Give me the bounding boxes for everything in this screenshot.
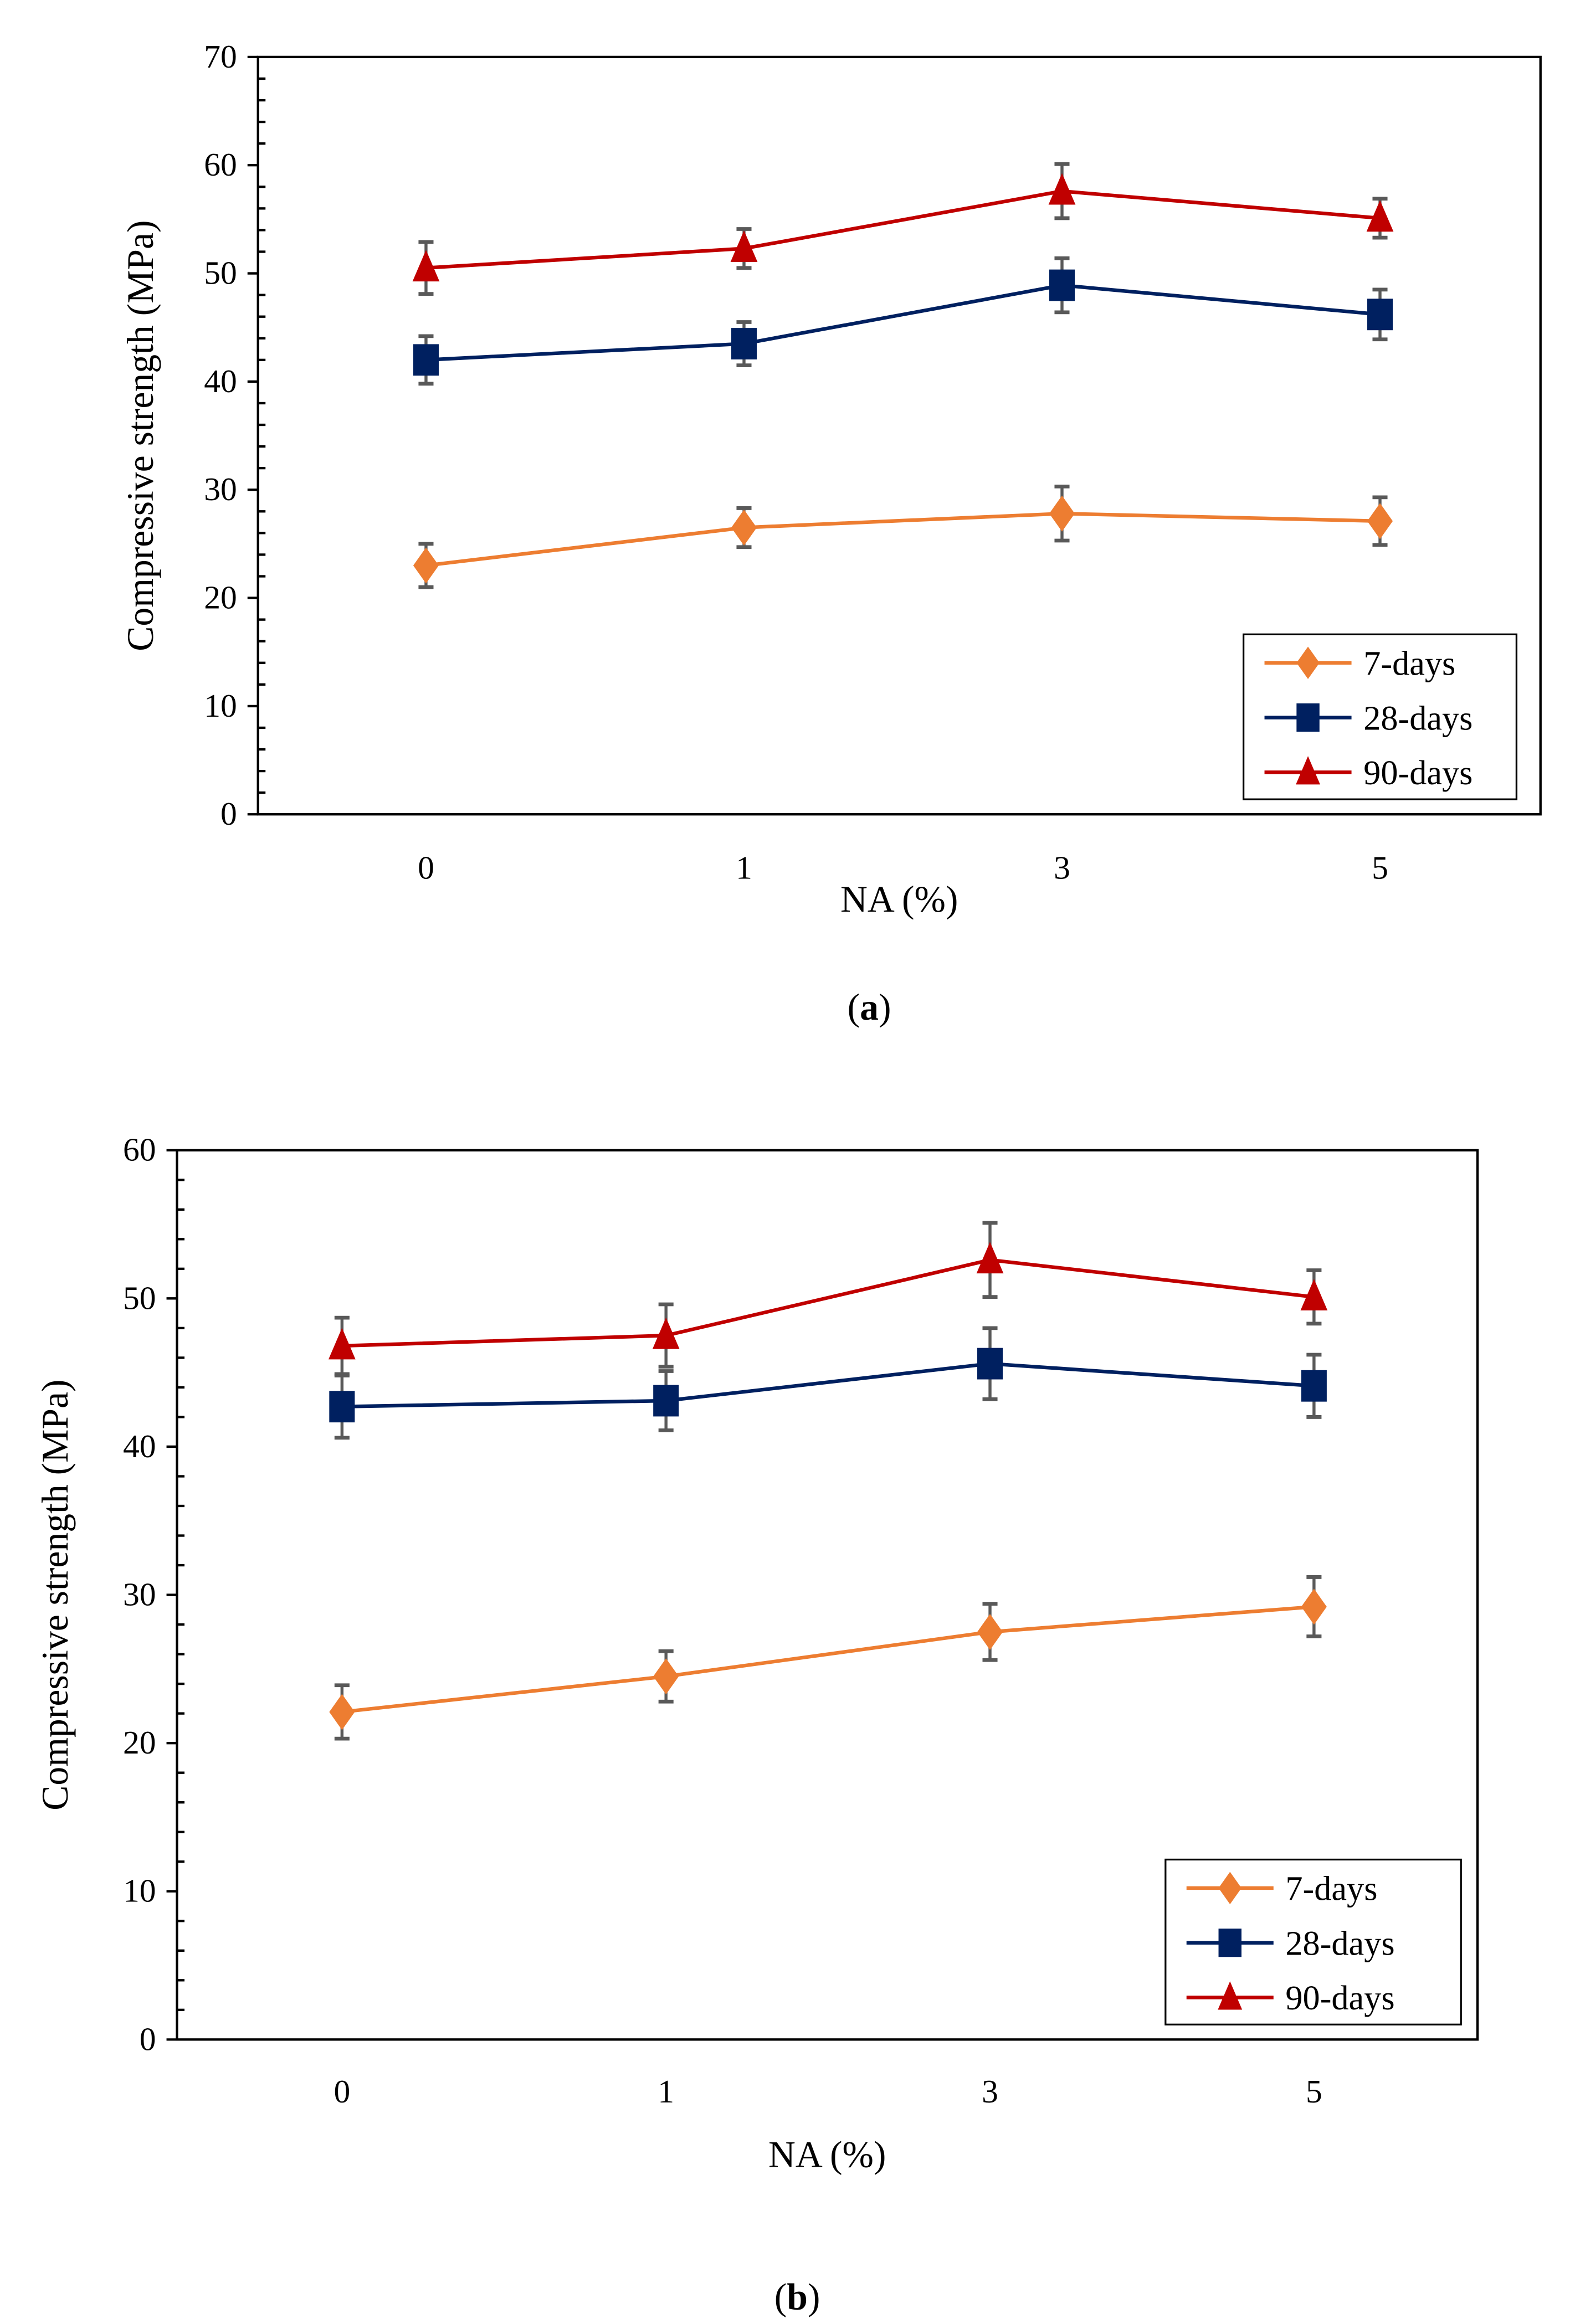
y-tick-label: 10 <box>123 1873 156 1909</box>
y-tick-label: 20 <box>123 1724 156 1761</box>
data-point-diamond <box>653 1658 679 1695</box>
data-point-triangle <box>1048 173 1076 205</box>
y-tick-label: 70 <box>204 38 237 75</box>
legend: 7-days 28-days 90-days <box>1242 633 1518 800</box>
data-point-diamond <box>329 1694 355 1730</box>
legend-label: 28-days <box>1363 700 1473 737</box>
y-tick-label: 40 <box>204 363 237 399</box>
x-tick-label: 3 <box>982 2073 998 2110</box>
series-line <box>425 189 1381 270</box>
legend-label: 28-days <box>1285 1925 1394 1962</box>
y-tick-label: 0 <box>220 795 237 832</box>
x-axis-label: NA (%) <box>768 2134 886 2176</box>
y-tick-label: 60 <box>123 1132 156 1168</box>
x-tick-label: 1 <box>658 2073 674 2110</box>
legend-label: 90-days <box>1285 1979 1394 2017</box>
series-line <box>341 1605 1315 1714</box>
y-tick-label: 10 <box>204 687 237 724</box>
y-tick-label: 40 <box>123 1428 156 1464</box>
data-point-diamond <box>731 510 757 546</box>
series-line <box>342 1258 1315 1348</box>
series-7-days <box>413 484 1393 589</box>
chart-panel-a: 0 10 20 30 40 50 60 70 0 1 3 5 NA (%) Compressive str… <box>120 38 1542 1028</box>
legend-marker-square <box>1296 703 1320 732</box>
x-tick-label: 0 <box>334 2073 350 2110</box>
data-point-triangle <box>1300 1279 1328 1311</box>
data-point-square <box>1049 269 1075 301</box>
plot-area-frame <box>256 55 1542 816</box>
x-tick-label: 0 <box>418 850 434 886</box>
legend-marker-triangle <box>1296 756 1320 785</box>
y-tick-label: 50 <box>123 1279 156 1316</box>
data-point-triangle <box>412 250 440 282</box>
legend-marker-diamond <box>1218 1871 1241 1905</box>
y-tick-label: 0 <box>140 2020 156 2057</box>
x-tick-label: 5 <box>1372 850 1388 886</box>
legend-marker-square <box>1218 1929 1241 1957</box>
x-tick-label: 3 <box>1054 850 1070 886</box>
data-point-square <box>1367 299 1393 331</box>
y-axis-label: Compressive strength (MPa) <box>120 220 161 651</box>
legend-marker-diamond <box>1296 646 1320 680</box>
data-point-diamond <box>1301 1588 1327 1625</box>
panel-label: b <box>787 2276 808 2318</box>
data-point-triangle <box>1366 200 1394 232</box>
series-90-days <box>412 162 1394 296</box>
data-point-diamond <box>1049 495 1075 532</box>
series-28-days <box>413 256 1393 386</box>
data-point-diamond <box>977 1613 1003 1650</box>
series-line <box>425 283 1381 362</box>
x-tick-label: 1 <box>736 850 752 886</box>
legend-label: 90-days <box>1363 754 1473 792</box>
data-point-triangle <box>652 1317 680 1349</box>
panel-caption: (a) <box>848 986 891 1028</box>
series-line <box>342 1361 1315 1408</box>
y-tick-label: 20 <box>204 579 237 616</box>
legend-label: 7-days <box>1363 645 1455 682</box>
x-tick-label: 5 <box>1306 2073 1322 2110</box>
y-tick-label: 60 <box>204 146 237 183</box>
legend-marker-triangle <box>1218 1981 1243 2010</box>
series-28-days <box>329 1326 1327 1440</box>
series-7-days <box>329 1575 1327 1741</box>
data-point-square <box>653 1385 679 1417</box>
x-axis-label: NA (%) <box>840 878 958 920</box>
data-point-triangle <box>976 1242 1004 1274</box>
y-tick-label: 30 <box>123 1576 156 1613</box>
legend-label: 7-days <box>1285 1870 1377 1908</box>
panel-caption: (b) <box>774 2276 820 2318</box>
data-point-triangle <box>328 1328 356 1360</box>
y-axis-label: Compressive strength (MPa) <box>34 1379 76 1810</box>
data-point-square <box>977 1348 1003 1380</box>
series-line <box>425 511 1381 568</box>
panel-label: a <box>860 986 879 1028</box>
legend: 7-days 28-days 90-days <box>1164 1858 1462 2025</box>
y-tick-label: 50 <box>204 255 237 291</box>
chart-panel-b: 0 10 20 30 40 50 60 0 1 3 5 NA (%) Compressive stren… <box>34 1132 1479 2318</box>
data-point-square <box>413 344 439 376</box>
data-point-diamond <box>413 547 439 584</box>
data-point-diamond <box>1367 503 1393 539</box>
data-point-triangle <box>730 230 758 263</box>
data-point-square <box>1301 1370 1327 1402</box>
series-90-days <box>328 1221 1328 1376</box>
data-point-square <box>731 328 757 359</box>
data-point-square <box>329 1391 355 1423</box>
y-tick-label: 30 <box>204 471 237 507</box>
